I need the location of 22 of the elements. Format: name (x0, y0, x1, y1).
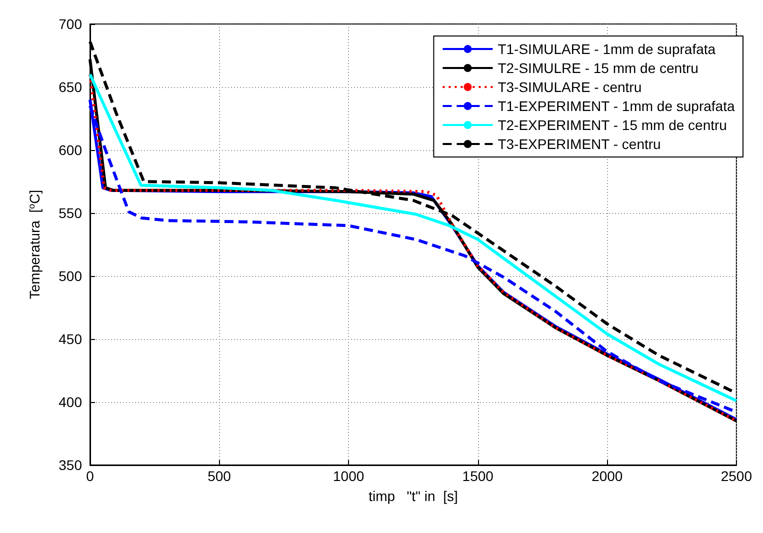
y-tick-label: 350 (58, 457, 82, 473)
y-tick-label: 650 (58, 79, 82, 95)
y-tick-label: 400 (58, 394, 82, 410)
x-tick-label: 0 (86, 468, 94, 484)
y-tick-label: 700 (58, 16, 82, 32)
y-tick-label: 450 (58, 331, 82, 347)
x-tick-label: 500 (208, 468, 232, 484)
y-tick-label: 600 (58, 142, 82, 158)
legend-label: T3-EXPERIMENT - centru (498, 136, 661, 152)
x-axis-title: timp "t" in [s] (368, 488, 458, 504)
legend-label: T1-SIMULARE - 1mm de suprafata (498, 41, 716, 57)
y-axis-title: Temperatura [oC] (26, 190, 42, 300)
x-tick-label: 2000 (592, 468, 623, 484)
legend-label: T3-SIMULARE - centru (498, 79, 642, 95)
x-tick-label: 1500 (462, 468, 494, 484)
x-tick-label: 1000 (332, 468, 364, 484)
legend-label: T2-SIMULRE - 15 mm de centru (498, 60, 698, 76)
legend-label: T1-EXPERIMENT - 1mm de suprafata (498, 98, 735, 114)
x-tick-label: 2500 (720, 468, 752, 484)
y-tick-label: 500 (58, 268, 82, 284)
legend-label: T2-EXPERIMENT - 15 mm de centru (498, 117, 727, 133)
y-tick-label: 550 (58, 205, 82, 221)
